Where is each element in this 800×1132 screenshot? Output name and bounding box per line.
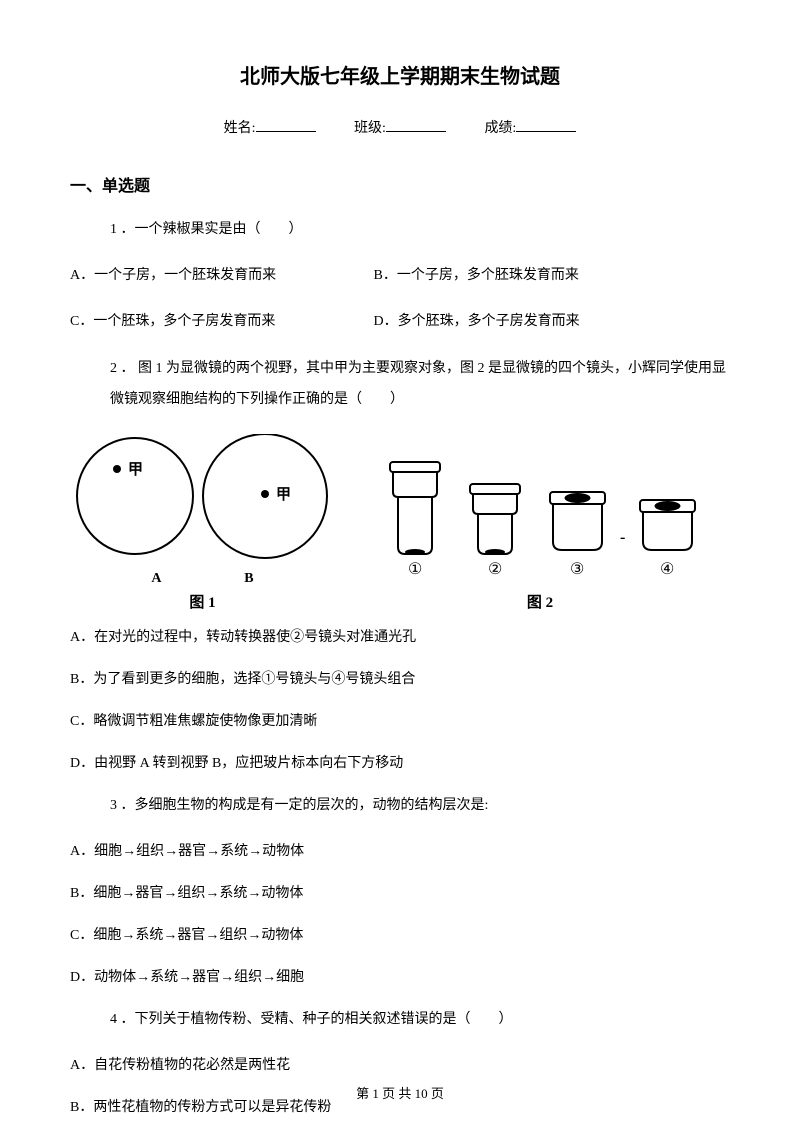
svg-text:甲: 甲 [276, 486, 291, 503]
svg-text:-: - [620, 529, 625, 546]
info-line: 姓名: 班级: 成绩: [70, 117, 730, 137]
class-blank[interactable] [386, 131, 446, 132]
q1-B: B．一个子房，多个胚珠发育而来 [374, 262, 674, 290]
q1-C: C．一个胚珠，多个子房发育而来 [70, 308, 370, 336]
svg-text:①: ① [408, 561, 422, 578]
figures: 甲 甲 A B 图 1 [70, 434, 730, 612]
section-title: 一、单选题 [70, 172, 730, 196]
class-label: 班级: [354, 121, 386, 136]
q3-text: 3 ．多细胞生物的构成是有一定的层次的，动物的结构层次是: [70, 792, 730, 820]
fig1-B: B [244, 571, 253, 587]
svg-text:③: ③ [570, 561, 584, 578]
q1-A: A．一个子房，一个胚珠发育而来 [70, 262, 370, 290]
q4-text: 4 ．下列关于植物传粉、受精、种子的相关叙述错误的是（ ） [70, 1006, 730, 1034]
q2-D: D．由视野 A 转到视野 B，应把玻片标本向右下方移动 [70, 750, 730, 778]
q1-row2: C．一个胚珠，多个子房发育而来 D．多个胚珠，多个子房发育而来 [70, 308, 730, 336]
page-footer: 第 1 页 共 10 页 [0, 1083, 800, 1102]
figure1: 甲 甲 A B 图 1 [70, 434, 335, 612]
svg-text:④: ④ [660, 561, 674, 578]
score-blank[interactable] [516, 131, 576, 132]
q2-A: A．在对光的过程中，转动转换器使②号镜头对准通光孔 [70, 624, 730, 652]
svg-text:②: ② [488, 561, 502, 578]
fig1-A: A [151, 571, 161, 587]
q3-C: C．细胞→系统→器官→组织→动物体 [70, 922, 730, 950]
q1-D: D．多个胚珠，多个子房发育而来 [374, 308, 674, 336]
q1-text: 1 ．一个辣椒果实是由（ ） [70, 216, 730, 244]
figure2: - ① ② ③ ④ 图 2 [365, 452, 715, 612]
fig2-caption: 图 2 [365, 591, 715, 612]
name-label: 姓名: [224, 121, 256, 136]
q2-C: C．略微调节粗准焦螺旋使物像更加清晰 [70, 708, 730, 736]
q3-D: D．动物体→系统→器官→组织→细胞 [70, 964, 730, 992]
q4-A: A．自花传粉植物的花必然是两性花 [70, 1052, 730, 1080]
fig1-caption: 图 1 [70, 591, 335, 612]
q1-row1: A．一个子房，一个胚珠发育而来 B．一个子房，多个胚珠发育而来 [70, 262, 730, 290]
name-blank[interactable] [256, 131, 316, 132]
q2-text: 2 ． 图 1 为显微镜的两个视野，其中甲为主要观察对象，图 2 是显微镜的四个… [70, 354, 730, 416]
svg-text:甲: 甲 [128, 461, 143, 478]
page-title: 北师大版七年级上学期期末生物试题 [70, 60, 730, 89]
score-label: 成绩: [484, 121, 516, 136]
q2-B: B．为了看到更多的细胞，选择①号镜头与④号镜头组合 [70, 666, 730, 694]
q3-A: A．细胞→组织→器官→系统→动物体 [70, 838, 730, 866]
q3-B: B．细胞→器官→组织→系统→动物体 [70, 880, 730, 908]
